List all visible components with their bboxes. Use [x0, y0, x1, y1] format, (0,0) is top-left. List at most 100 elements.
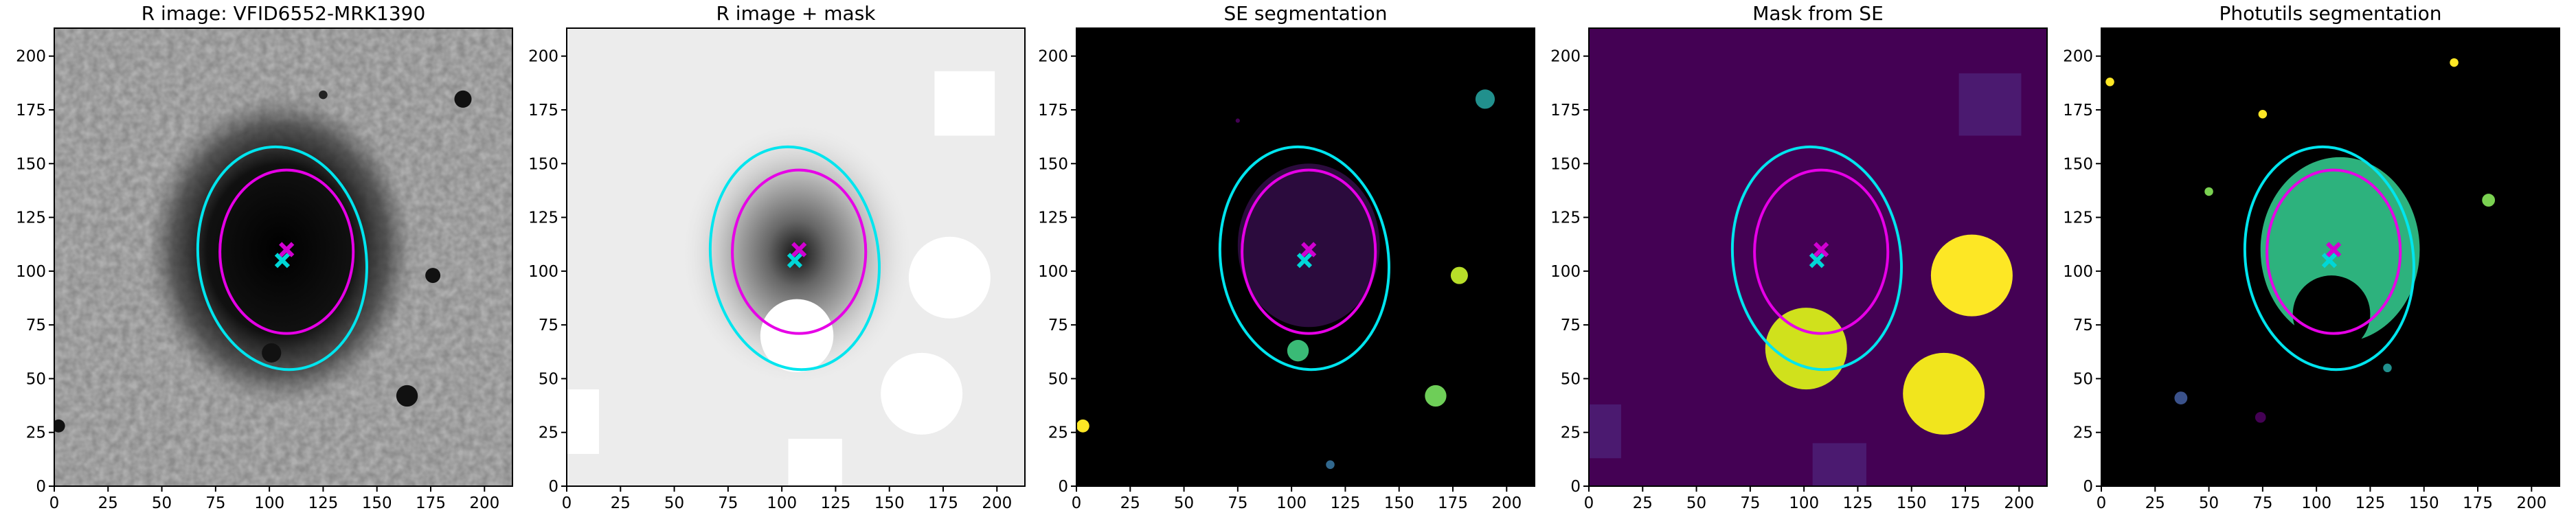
x-tick-label: 50	[1686, 494, 1706, 512]
center-marker	[787, 253, 803, 268]
y-tick-label: 75	[1048, 317, 1068, 334]
image-feature	[396, 385, 418, 407]
x-tick-label: 0	[1584, 494, 1594, 512]
center-marker	[1814, 242, 1829, 258]
y-tick-label: 75	[2073, 317, 2093, 334]
image-feature	[262, 343, 282, 363]
x-tick-label: 100	[767, 494, 797, 512]
image-feature	[1765, 308, 1847, 390]
y-tick-label: 175	[16, 102, 46, 119]
image-feature	[54, 419, 65, 433]
center-marker	[274, 253, 291, 268]
image-feature	[567, 389, 599, 455]
image-feature	[2255, 411, 2266, 423]
x-tick-label: 100	[2301, 494, 2331, 512]
y-tick-label: 100	[2063, 263, 2093, 281]
x-tick-label: 150	[362, 494, 392, 512]
x-tick-label: 25	[2145, 494, 2165, 512]
image-feature	[2450, 58, 2459, 67]
y-tick-label: 175	[528, 102, 558, 119]
image-feature	[454, 90, 472, 108]
y-tick-label: 25	[26, 424, 46, 442]
y-tick-label: 200	[2063, 48, 2093, 66]
x-tick-label: 200	[469, 494, 499, 512]
x-tick-label: 100	[1789, 494, 1819, 512]
y-tick-label: 200	[528, 48, 558, 66]
center-marker	[2321, 253, 2338, 268]
y-tick-label: 125	[16, 209, 46, 227]
panel	[567, 28, 1025, 486]
x-tick-label: 75	[2252, 494, 2272, 512]
x-tick-label: 0	[49, 494, 60, 512]
image-feature	[1076, 419, 1089, 433]
x-tick-label: 125	[308, 494, 338, 512]
image-feature	[934, 71, 995, 136]
image-feature	[146, 95, 414, 405]
image-feature	[1287, 340, 1309, 362]
center-marker	[791, 242, 807, 258]
x-tick-label: 100	[1276, 494, 1307, 512]
x-tick-label: 175	[1950, 494, 1980, 512]
center-marker	[2326, 242, 2342, 258]
x-tick-label: 0	[562, 494, 572, 512]
y-tick-label: 125	[528, 209, 558, 227]
x-tick-label: 150	[874, 494, 905, 512]
y-tick-label: 100	[1038, 263, 1068, 281]
aperture-inner	[731, 168, 868, 335]
aperture-outer	[1730, 145, 1903, 371]
x-tick-label: 75	[718, 494, 738, 512]
image-feature	[1958, 73, 2022, 136]
y-tick-label: 150	[16, 155, 46, 173]
x-tick-label: 150	[1384, 494, 1414, 512]
x-tick-label: 200	[2516, 494, 2546, 512]
y-tick-label: 75	[1561, 317, 1581, 334]
image-feature	[881, 352, 963, 435]
image-feature	[1326, 460, 1335, 469]
image-feature	[425, 268, 441, 284]
image-feature	[1903, 352, 1985, 435]
image-feature	[2292, 275, 2371, 353]
x-tick-label: 50	[2199, 494, 2219, 512]
image-feature	[760, 299, 834, 373]
y-tick-label: 200	[16, 48, 46, 66]
y-tick-label: 100	[528, 263, 558, 281]
y-tick-label: 100	[16, 263, 46, 281]
y-tick-label: 25	[1561, 424, 1581, 442]
panel	[1589, 28, 2047, 486]
center-marker	[1301, 242, 1317, 258]
y-tick-label: 150	[528, 155, 558, 173]
center-marker	[1296, 253, 1313, 268]
x-tick-label: 200	[982, 494, 1012, 512]
panel	[54, 28, 512, 486]
x-tick-label: 75	[1228, 494, 1247, 512]
y-tick-label: 125	[1550, 209, 1581, 227]
x-tick-label: 0	[2097, 494, 2107, 512]
panel	[2101, 28, 2560, 486]
x-tick-label: 175	[1438, 494, 1468, 512]
image-feature	[1475, 89, 1495, 109]
aperture-outer	[708, 145, 881, 371]
y-tick-label: 200	[1550, 48, 1581, 66]
y-tick-label: 25	[539, 424, 558, 442]
y-tick-label: 175	[2063, 102, 2093, 119]
aperture-outer	[2243, 145, 2415, 371]
x-tick-label: 125	[2355, 494, 2385, 512]
aperture-inner	[1241, 168, 1377, 335]
axes-frame	[1076, 27, 1535, 487]
y-tick-label: 75	[26, 317, 46, 334]
y-tick-label: 125	[1038, 209, 1068, 227]
image-feature	[1450, 266, 1468, 284]
image-feature	[788, 439, 842, 486]
image-feature	[2482, 194, 2496, 207]
image-feature	[1812, 443, 1866, 486]
panel-title: SE segmentation	[1224, 2, 1388, 25]
y-tick-label: 0	[1058, 478, 1068, 496]
image-feature	[2258, 109, 2268, 119]
axes-frame	[54, 27, 513, 487]
panel-title: Mask from SE	[1752, 2, 1884, 25]
x-tick-label: 175	[2463, 494, 2493, 512]
x-tick-label: 100	[254, 494, 284, 512]
image-feature	[2105, 78, 2114, 87]
aperture-outer	[196, 145, 368, 371]
